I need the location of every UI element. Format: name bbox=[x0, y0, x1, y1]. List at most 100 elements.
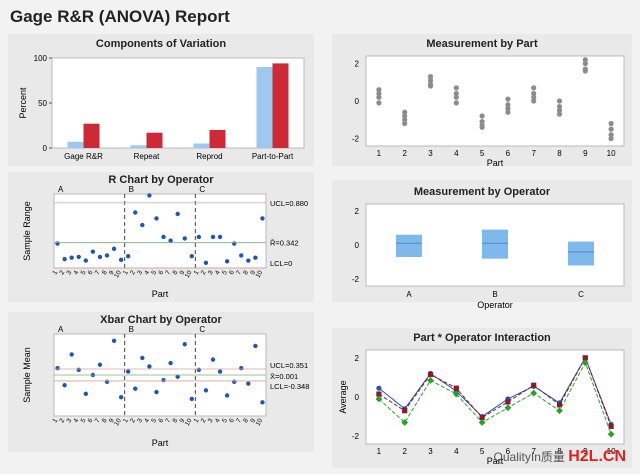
data-point bbox=[189, 253, 194, 259]
series-point bbox=[376, 391, 382, 397]
x-tick-label: 5 bbox=[80, 269, 88, 276]
data-point bbox=[246, 258, 251, 263]
center-label: R̄=0.342 bbox=[270, 239, 299, 248]
series-point bbox=[478, 419, 486, 426]
y-axis-label: Percent bbox=[18, 87, 28, 119]
data-point bbox=[239, 365, 244, 371]
data-point bbox=[505, 102, 511, 108]
x-tick-label: 2 bbox=[129, 269, 137, 276]
series-point bbox=[376, 385, 382, 391]
report-title: Gage R&R (ANOVA) Report bbox=[10, 7, 230, 26]
operator-label: C bbox=[199, 325, 205, 334]
interaction-chart: -2 0 2 Average 1 2 3 4 5 6 7 8 9 10 Part bbox=[338, 349, 625, 466]
x-tick-label: 9 bbox=[108, 269, 116, 276]
x-tick-label: 9 bbox=[179, 269, 187, 276]
data-point bbox=[608, 126, 614, 132]
x-tick-label: 4 bbox=[454, 447, 459, 456]
series-point bbox=[401, 419, 409, 426]
data-point bbox=[260, 400, 265, 405]
bar bbox=[130, 145, 147, 148]
x-tick-label: 6 bbox=[228, 417, 236, 424]
data-point bbox=[196, 234, 202, 240]
data-point bbox=[175, 374, 180, 379]
x-tick-label: A bbox=[406, 290, 412, 299]
series-point bbox=[479, 414, 485, 421]
panel-interaction: Part * Operator Interaction -2 0 2 Average 1… bbox=[332, 328, 632, 468]
x-tick-label: 2 bbox=[402, 447, 407, 456]
data-point bbox=[531, 98, 537, 104]
data-point bbox=[582, 68, 588, 74]
data-point bbox=[453, 100, 459, 106]
x-axis-label: Part bbox=[487, 456, 504, 466]
data-point bbox=[97, 254, 103, 260]
plot-area bbox=[365, 55, 625, 147]
x-tick-label: 1 bbox=[122, 269, 130, 276]
operator-label: A bbox=[58, 325, 64, 334]
watermark-text: QualityIn质量 bbox=[493, 450, 565, 464]
data-point bbox=[168, 238, 173, 243]
data-point bbox=[69, 255, 74, 260]
x-tick-label: 5 bbox=[480, 149, 485, 158]
data-point bbox=[126, 369, 131, 374]
y-tick-label: 100 bbox=[34, 54, 48, 63]
plot-area bbox=[53, 193, 267, 269]
data-point bbox=[118, 395, 124, 400]
y-tick-label: -2 bbox=[352, 432, 360, 441]
data-point bbox=[83, 258, 89, 263]
components-title: Components of Variation bbox=[95, 38, 227, 50]
data-point bbox=[531, 85, 537, 91]
x-tick-label: 4 bbox=[143, 417, 151, 424]
meas-by-operator-chart: -2 0 2 A B C Operator bbox=[352, 203, 625, 310]
data-point bbox=[111, 338, 117, 344]
data-point bbox=[104, 253, 110, 258]
meas-by-operator-title: Measurement by Operator bbox=[413, 186, 551, 198]
data-point bbox=[203, 260, 209, 266]
data-point bbox=[118, 257, 124, 263]
y-tick-label: 2 bbox=[355, 60, 360, 69]
data-point bbox=[505, 105, 511, 112]
x-tick-label: 5 bbox=[80, 417, 88, 424]
panel-components: Components of Variation 0 50 100 Percent Gag… bbox=[8, 34, 314, 166]
data-point bbox=[556, 107, 563, 113]
lcl-label: LCL=0 bbox=[270, 259, 292, 268]
x-tick-label: 8 bbox=[242, 269, 250, 276]
data-point bbox=[140, 355, 145, 361]
data-point bbox=[154, 389, 159, 395]
x-tick-label: 1 bbox=[193, 417, 201, 424]
data-point bbox=[168, 360, 173, 366]
y-tick-label: 0 bbox=[43, 144, 48, 153]
data-point bbox=[531, 94, 537, 100]
data-point bbox=[97, 362, 103, 367]
watermark: QualityIn质量 H2L.CN bbox=[494, 448, 626, 466]
data-point bbox=[402, 120, 408, 127]
series-point bbox=[530, 389, 538, 397]
data-point bbox=[582, 57, 588, 63]
data-point bbox=[133, 386, 138, 391]
x-tick-label: 1 bbox=[377, 447, 382, 456]
y-tick-label: 0 bbox=[355, 241, 360, 250]
x-tick-label: 8 bbox=[101, 417, 109, 424]
data-point bbox=[147, 364, 152, 369]
series-point bbox=[556, 407, 563, 415]
watermark-brand: H2L.CN bbox=[568, 448, 626, 465]
y-tick-label: 0 bbox=[355, 393, 360, 402]
data-point bbox=[260, 216, 265, 221]
x-tick-label: 6 bbox=[228, 269, 236, 276]
data-point bbox=[556, 104, 563, 110]
x-tick-label: 1 bbox=[122, 417, 130, 424]
x-tick-label: 6 bbox=[506, 149, 511, 158]
x-tick-label: 3 bbox=[207, 417, 215, 424]
data-point bbox=[453, 90, 459, 97]
x-tick-label: 4 bbox=[454, 149, 459, 158]
data-point bbox=[62, 383, 67, 388]
data-point bbox=[55, 241, 60, 246]
x-tick-label: 7 bbox=[235, 269, 243, 276]
x-tick-label: 9 bbox=[249, 417, 257, 424]
x-tick-label: 6 bbox=[157, 269, 165, 276]
panel-r-chart: R Chart by Operator A 1 2 3 4 5 6 7 8 9 10 B 1 2 3 4 5 6 7… bbox=[8, 172, 314, 302]
x-tick-label: Gage R&R bbox=[64, 152, 103, 161]
data-point bbox=[402, 109, 408, 115]
x-tick-label: 4 bbox=[214, 269, 222, 276]
x-tick-label: 8 bbox=[172, 269, 180, 276]
